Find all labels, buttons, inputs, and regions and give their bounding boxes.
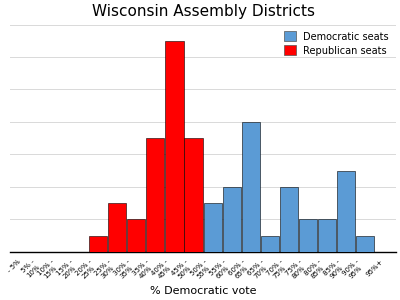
Title: Wisconsin Assembly Districts: Wisconsin Assembly Districts (92, 4, 314, 19)
Bar (108, 203, 126, 252)
Bar (242, 122, 260, 252)
Bar (165, 41, 184, 252)
Legend: Democratic seats, Republican seats: Democratic seats, Republican seats (280, 27, 393, 60)
X-axis label: % Democratic vote: % Democratic vote (150, 286, 256, 296)
Bar (337, 171, 355, 252)
Bar (356, 236, 374, 252)
Bar (184, 138, 203, 252)
Bar (280, 187, 298, 252)
Bar (299, 219, 317, 252)
Bar (318, 219, 336, 252)
Bar (204, 203, 222, 252)
Bar (127, 219, 145, 252)
Bar (223, 187, 241, 252)
Bar (261, 236, 279, 252)
Bar (89, 236, 107, 252)
Bar (146, 138, 164, 252)
